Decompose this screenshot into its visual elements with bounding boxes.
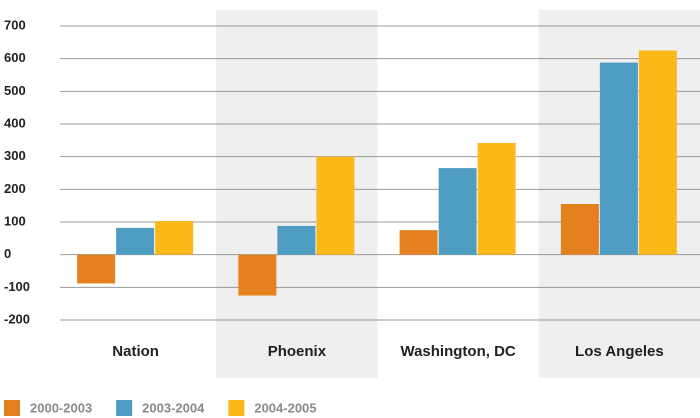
x-tick-label: Nation bbox=[112, 343, 159, 360]
y-tick-label: 600 bbox=[4, 50, 26, 65]
bar bbox=[316, 156, 355, 255]
legend-swatch bbox=[4, 400, 20, 416]
bar bbox=[238, 254, 277, 296]
bar bbox=[155, 221, 194, 255]
y-tick-label: -200 bbox=[4, 311, 30, 326]
legend-label: 2000-2003 bbox=[30, 400, 92, 415]
bar bbox=[438, 168, 477, 255]
legend-label: 2003-2004 bbox=[142, 400, 205, 415]
bar bbox=[638, 50, 677, 255]
bar bbox=[477, 142, 516, 255]
y-tick-label: 200 bbox=[4, 181, 26, 196]
legend-label: 2004-2005 bbox=[254, 400, 316, 415]
x-tick-label: Los Angeles bbox=[575, 343, 664, 360]
bar bbox=[560, 204, 599, 255]
x-tick-label: Phoenix bbox=[268, 343, 327, 360]
y-tick-label: 0 bbox=[4, 246, 11, 261]
legend-swatch bbox=[116, 400, 133, 416]
legend-swatch bbox=[228, 400, 245, 416]
y-tick-label: 700 bbox=[4, 17, 26, 32]
bar bbox=[116, 227, 155, 255]
bar bbox=[277, 225, 316, 255]
y-tick-label: -100 bbox=[4, 279, 30, 294]
y-tick-label: 100 bbox=[4, 213, 26, 228]
bar bbox=[599, 62, 638, 255]
y-tick-label: 400 bbox=[4, 115, 26, 130]
y-tick-label: 500 bbox=[4, 83, 26, 98]
y-tick-label: 300 bbox=[4, 148, 26, 163]
x-tick-label: Washington, DC bbox=[400, 343, 515, 360]
bar bbox=[399, 230, 438, 255]
bar bbox=[77, 254, 116, 284]
